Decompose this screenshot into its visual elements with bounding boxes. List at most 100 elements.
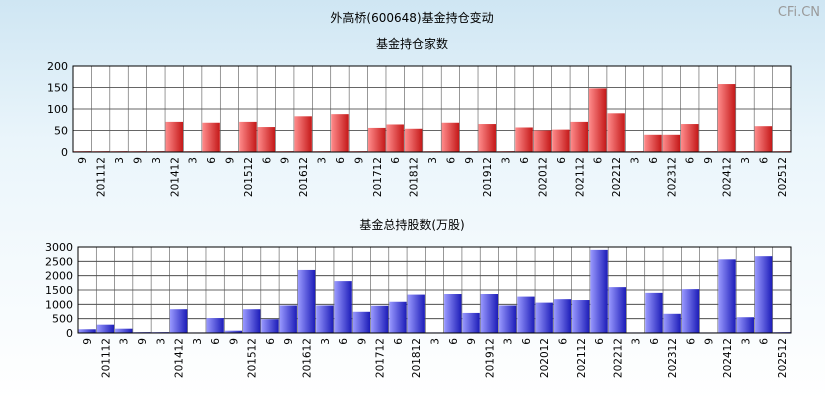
total-shares-x-tick-label: 6 [557, 338, 569, 345]
fund-count-x-tick-label: 3 [114, 157, 126, 164]
total-shares-x-tick-label: 9 [466, 338, 478, 345]
total-shares-x-tick-label: 6 [759, 338, 771, 345]
fund-count-x-tick-label: 9 [77, 157, 89, 164]
total-shares-y-tick-label: 1500 [45, 284, 73, 297]
total-shares-x-tick-label: 201812 [411, 338, 423, 378]
total-shares-x-tick-label: 201412 [174, 338, 186, 378]
fund-count-bar [404, 128, 423, 152]
fund-count-bar [515, 127, 533, 152]
total-shares-y-tick-label: 2000 [45, 270, 73, 283]
total-shares-bar [316, 305, 334, 333]
fund-count-bar [588, 88, 607, 152]
fund-count-x-tick-label: 6 [519, 157, 531, 164]
total-shares-x-tick-label: 3 [192, 338, 204, 345]
total-shares-bar [572, 300, 590, 333]
fund-count-y-tick-label: 150 [47, 82, 68, 95]
total-shares-x-tick-label: 3 [740, 338, 752, 345]
fund-count-x-tick-label: 3 [630, 157, 642, 164]
fund-count-x-tick-label: 9 [703, 157, 715, 164]
fund-count-x-tick-label: 9 [224, 157, 236, 164]
fund-count-x-tick-label: 6 [685, 157, 697, 164]
fund-count-x-tick-label: 6 [648, 157, 660, 164]
fund-count-bar [368, 127, 386, 152]
total-shares-x-tick-label: 202212 [612, 338, 624, 378]
fund-count-bar [202, 122, 220, 152]
total-shares-x-tick-label: 202312 [667, 338, 679, 378]
total-shares-bar [389, 301, 407, 333]
fund-count-x-tick-label: 9 [132, 157, 144, 164]
total-shares-bar [279, 305, 297, 333]
total-shares-bar [462, 312, 480, 333]
total-shares-bar [736, 317, 754, 333]
total-shares-x-tick-label: 6 [338, 338, 350, 345]
watermark: CFi.CN [778, 5, 820, 20]
fund-count-bar [717, 84, 736, 152]
total-shares-bar [681, 289, 700, 333]
fund-count-bar [294, 116, 312, 152]
fund-count-x-tick-label: 201512 [243, 157, 255, 197]
total-shares-x-tick-label: 201612 [302, 338, 314, 378]
fund-count-bar [165, 121, 184, 152]
total-shares-bar [78, 329, 96, 333]
fund-count-x-tick-label: 6 [206, 157, 218, 164]
fund-count-x-tick-label: 9 [464, 157, 476, 164]
total-shares-chart-title: 基金总持股数(万股) [359, 217, 464, 232]
fund-count-x-tick-label: 201612 [298, 157, 310, 197]
fund-count-x-tick-label: 3 [317, 157, 329, 164]
total-shares-bar [517, 296, 535, 333]
fund-count-bar [644, 134, 662, 152]
total-shares-y-tick-label: 3000 [45, 241, 73, 254]
page-title: 外高桥(600648)基金持仓变动 [330, 10, 493, 25]
fund-count-x-tick-label: 6 [445, 157, 457, 164]
total-shares-bar [224, 330, 243, 333]
total-shares-x-tick-label: 9 [704, 338, 716, 345]
total-shares-bar [96, 324, 115, 333]
fund-count-chart-title: 基金持仓家数 [376, 36, 448, 51]
total-shares-x-tick-label: 201712 [375, 338, 387, 378]
total-shares-bar [352, 311, 371, 333]
fund-count-bar [570, 121, 589, 152]
fund-count-bar [533, 130, 552, 152]
fund-count-x-tick-label: 6 [556, 157, 568, 164]
total-shares-x-tick-label: 3 [631, 338, 643, 345]
fund-count-y-tick-label: 0 [61, 146, 68, 159]
fund-count-bar [331, 114, 349, 152]
total-shares-x-tick-label: 3 [119, 338, 131, 345]
total-shares-bar [498, 305, 517, 333]
fund-count-x-tick-label: 201912 [482, 157, 494, 197]
fund-count-x-tick-label: 9 [280, 157, 292, 164]
total-shares-x-tick-label: 9 [283, 338, 295, 345]
fund-count-x-tick-label: 201112 [96, 157, 108, 197]
total-shares-y-tick-label: 0 [66, 327, 73, 340]
total-shares-bar [261, 319, 279, 333]
fund-count-x-tick-label: 6 [335, 157, 347, 164]
total-shares-x-tick-label: 201912 [484, 338, 496, 378]
fund-count-bar [441, 122, 460, 152]
total-shares-x-tick-label: 9 [137, 338, 149, 345]
total-shares-bar [590, 249, 608, 333]
total-shares-x-tick-label: 202512 [777, 338, 789, 378]
fund-count-x-tick-label: 201712 [372, 157, 384, 197]
fund-count-x-tick-label: 3 [151, 157, 163, 164]
fund-count-x-tick-label: 202412 [722, 157, 734, 197]
total-shares-x-tick-label: 6 [521, 338, 533, 345]
total-shares-x-tick-label: 3 [430, 338, 442, 345]
total-shares-x-tick-label: 201112 [100, 338, 112, 378]
total-shares-bar [334, 281, 352, 333]
total-shares-x-tick-label: 3 [155, 338, 167, 345]
total-shares-x-tick-label: 3 [320, 338, 332, 345]
total-shares-y-tick-label: 2500 [45, 255, 73, 268]
total-shares-bar [370, 305, 389, 333]
total-shares-x-tick-label: 6 [594, 338, 606, 345]
fund-count-x-tick-label: 3 [427, 157, 439, 164]
total-shares-y-tick-label: 500 [52, 313, 73, 326]
total-shares-x-tick-label: 202012 [539, 338, 551, 378]
fund-count-plot-frame [72, 65, 792, 153]
fund-count-bar [478, 124, 496, 152]
fund-count-bar [552, 129, 570, 152]
total-shares-x-tick-label: 202112 [576, 338, 588, 378]
fund-count-bar [662, 134, 681, 152]
